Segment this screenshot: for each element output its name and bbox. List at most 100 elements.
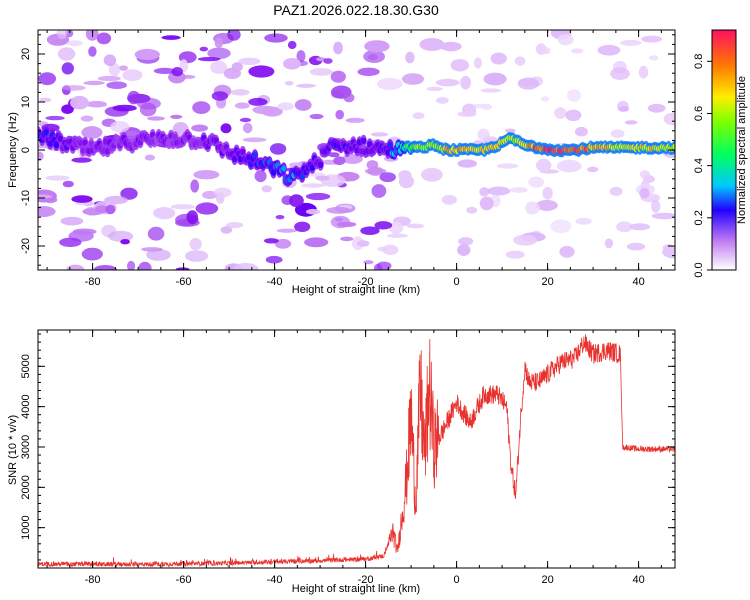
spectrogram-noise-blob xyxy=(357,240,370,247)
spectrogram-noise-blob xyxy=(609,186,623,196)
snr-xlabel: Height of straight line (km) xyxy=(292,583,420,595)
spectrogram-noise-blob xyxy=(624,120,638,125)
spectrogram-noise-blob xyxy=(441,194,457,205)
spectrogram-noise-blob xyxy=(457,244,471,256)
spectrogram-noise-blob xyxy=(264,33,288,43)
spectrogram-noise-blob xyxy=(571,48,584,54)
spectrogram-noise-blob xyxy=(277,102,294,111)
spectrogram-noise-blob xyxy=(118,65,128,71)
spectrogram-noise-blob xyxy=(66,40,84,47)
spectrogram-noise-blob xyxy=(638,65,649,79)
spectrogram-noise-blob xyxy=(565,109,582,122)
spectrogram-noise-blob xyxy=(336,221,357,228)
colorbar-axes: 0.0 0.2 0.4 0.6 0.8 xyxy=(693,54,712,278)
spectrogram-noise-blob xyxy=(147,226,165,241)
x-tick-label: -20 xyxy=(358,574,374,586)
spectrogram-noise-blob xyxy=(283,58,301,70)
spectrogram-noise-blob xyxy=(483,72,507,86)
spectrogram-noise-blob xyxy=(367,166,384,176)
spectrogram-noise-blob xyxy=(193,170,220,180)
snr-series-line xyxy=(38,334,675,568)
spectrogram-noise-blob xyxy=(214,37,224,49)
spectrogram-noise-blob xyxy=(376,261,392,270)
spectrogram-ridge-core xyxy=(82,139,88,146)
spectrogram-noise-blob xyxy=(370,132,389,137)
x-tick-label: -80 xyxy=(85,276,101,288)
spectrogram-noise-blob xyxy=(651,212,675,220)
spectrogram-noise-blob xyxy=(525,201,540,215)
spectrogram-noise-blob xyxy=(328,152,340,158)
spectrogram-noise-blob xyxy=(477,128,490,141)
spectrogram-noise-blob xyxy=(550,219,572,234)
spectrogram-noise-blob xyxy=(335,109,345,120)
spectrogram-noise-blob xyxy=(363,260,374,265)
spectrogram-frame xyxy=(37,29,676,271)
spectrogram-noise-blob xyxy=(45,115,65,121)
spectrogram-noise-blob xyxy=(309,113,324,120)
spectrogram-noise-blob xyxy=(230,89,250,96)
colorbar: 0.0 0.2 0.4 0.6 0.8 Normalized spectral ampl… xyxy=(693,29,748,278)
spectrogram-noise-blob xyxy=(480,88,502,93)
snr-background xyxy=(38,330,675,568)
spectrogram-noise-blob xyxy=(57,47,76,61)
spectrogram-noise-blob xyxy=(274,238,292,249)
spectrogram-noise-blob xyxy=(144,154,155,161)
spectrogram-noise-blob xyxy=(185,250,209,262)
spectrogram-noise-blob xyxy=(106,81,127,89)
spectrogram-noise-blob xyxy=(120,187,138,200)
spectrogram-noise-blob xyxy=(110,120,130,133)
spectrogram-noise-blob xyxy=(190,179,200,193)
spectrogram-ridge-core xyxy=(43,129,49,136)
spectrogram-noise-blob xyxy=(61,85,86,91)
spectrogram-noise-blob xyxy=(440,41,462,52)
spectrogram-noise-blob xyxy=(575,217,592,225)
spectrogram-noise-blob xyxy=(71,195,93,203)
spectrogram-noise-blob xyxy=(231,62,243,72)
x-tick-label: -60 xyxy=(176,276,192,288)
spectrogram-noise-blob xyxy=(197,57,221,62)
spectrogram-noise-blob xyxy=(421,167,443,182)
spectrogram-noise-blob xyxy=(406,223,424,229)
spectrogram-noise-blob xyxy=(227,30,241,41)
spectrogram-noise-blob xyxy=(248,65,275,78)
spectrogram-noise-blob xyxy=(107,230,134,242)
y-tick-label: 0 xyxy=(20,147,32,153)
spectrogram-noise-blob xyxy=(147,116,165,121)
spectrogram-noise-blob xyxy=(238,57,261,65)
spectrogram-noise-blob xyxy=(248,97,268,106)
spectrogram-noise-blob xyxy=(192,101,211,114)
spectrogram-noise-blob xyxy=(389,221,404,234)
spectrogram-axes: -80 -60 -40 -20 0 20 40 -20 -10 0 10 20 xyxy=(20,30,675,288)
spectrogram-noise-blob xyxy=(641,35,662,43)
spectrogram-noise-blob xyxy=(618,106,630,112)
spectrogram-noise-blob xyxy=(38,72,56,86)
spectrogram-noise-blob xyxy=(265,255,283,264)
spectrogram-noise-blob xyxy=(264,238,279,244)
spectrogram-noise-blob xyxy=(333,41,343,55)
spectrogram-noise-blob xyxy=(66,264,85,270)
spectrogram-noise-blob xyxy=(536,158,552,172)
spectrogram-noise-blob xyxy=(72,228,97,235)
spectrogram-noise-blob xyxy=(220,123,232,134)
spectrogram-noise-blob xyxy=(186,210,199,225)
spectrogram-noise-blob xyxy=(127,260,136,270)
spectrogram-noise-blob xyxy=(419,38,445,51)
spectrogram-ridge-core xyxy=(361,137,367,144)
spectrogram-noise-blob xyxy=(213,187,232,198)
spectrogram-noise-blob xyxy=(386,233,408,238)
y-tick-label: 10 xyxy=(20,96,32,108)
spectrogram-noise-blob xyxy=(435,97,449,104)
spectrogram-noise-blob xyxy=(122,69,143,82)
spectrogram-noise-blob xyxy=(323,58,333,64)
spectrogram-noise-blob xyxy=(179,74,196,79)
spectrogram-noise-blob xyxy=(105,204,116,215)
spectrogram-noise-blob xyxy=(405,51,415,64)
spectrogram-noise-blob xyxy=(153,207,176,220)
spectrogram-noise-blob xyxy=(276,228,298,233)
spectrogram-noise-blob xyxy=(61,62,74,75)
chart-title: PAZ1.2026.022.18.30.G30 xyxy=(273,2,439,18)
spectrogram-noise-blob xyxy=(305,208,321,215)
spectrogram-noise-blob xyxy=(207,47,231,59)
spectrogram-noise-blob xyxy=(39,97,52,103)
x-tick-label: 20 xyxy=(541,276,553,288)
